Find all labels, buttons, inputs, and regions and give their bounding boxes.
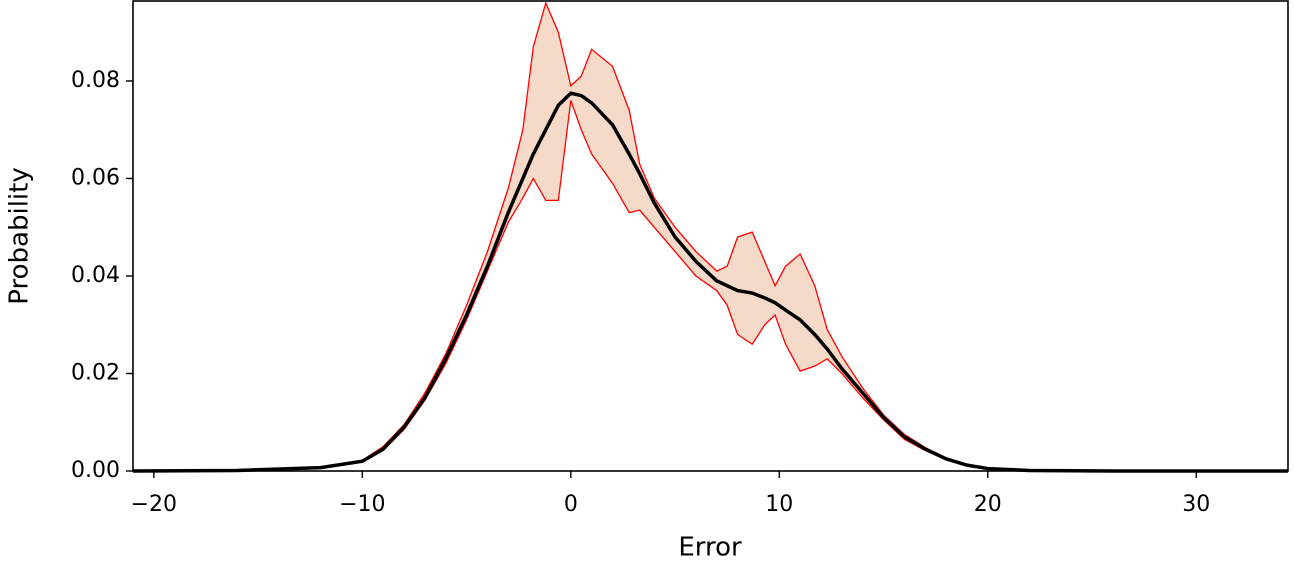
y-tick-label: 0.08 <box>71 68 120 93</box>
x-tick-label: −20 <box>131 492 177 517</box>
x-axis-label: Error <box>678 533 742 561</box>
y-axis-label: Probability <box>5 167 35 304</box>
mean-line <box>132 91 1288 473</box>
band-edge <box>132 100 1288 472</box>
x-tick-label: 10 <box>765 492 793 517</box>
y-tick-label: 0.06 <box>71 165 120 190</box>
x-tick-label: −10 <box>339 492 385 517</box>
band-edge <box>132 1 1288 472</box>
x-tick-label: 0 <box>564 492 578 517</box>
x-tick-label: 30 <box>1182 492 1210 517</box>
band-fill <box>133 2 1288 472</box>
y-tick-label: 0.00 <box>71 458 120 483</box>
y-tick-label: 0.02 <box>71 360 120 385</box>
x-tick-label: 20 <box>974 492 1002 517</box>
y-tick-label: 0.04 <box>71 263 120 288</box>
plot-frame <box>132 0 1289 472</box>
